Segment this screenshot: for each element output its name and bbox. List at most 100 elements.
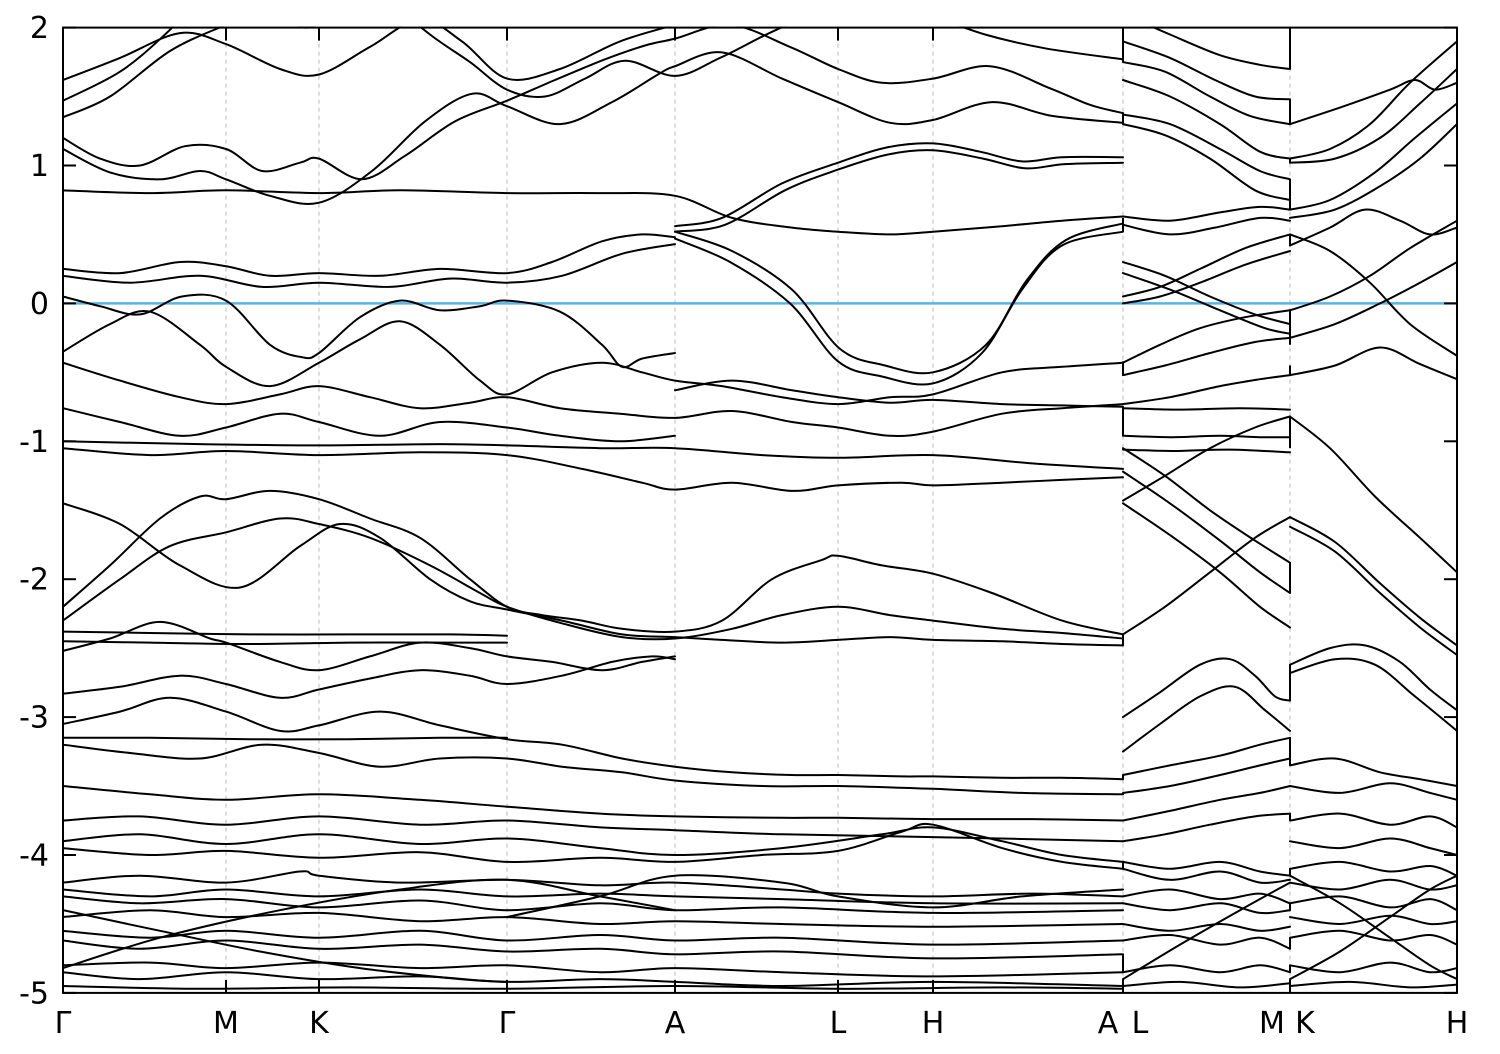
energy-band bbox=[62, 895, 1124, 914]
energy-band bbox=[62, 878, 676, 970]
energy-band bbox=[1289, 516, 1458, 647]
energy-band bbox=[1289, 812, 1458, 829]
energy-band bbox=[1289, 79, 1458, 126]
x-axis-label: H bbox=[1446, 1006, 1469, 1041]
energy-band bbox=[1122, 407, 1291, 411]
energy-band bbox=[62, 630, 508, 637]
energy-band bbox=[62, 189, 1124, 236]
x-axis-label: H bbox=[922, 1006, 945, 1041]
y-tick-label: -5 bbox=[19, 976, 49, 1011]
x-axis-label: K bbox=[309, 1006, 330, 1041]
energy-band bbox=[1289, 874, 1458, 981]
energy-band bbox=[1289, 929, 1458, 946]
energy-band bbox=[1289, 102, 1458, 211]
energy-band bbox=[1122, 516, 1291, 636]
energy-band bbox=[1122, 216, 1291, 236]
energy-band bbox=[62, 26, 673, 82]
x-axis-label: M bbox=[1259, 1006, 1285, 1041]
energy-band bbox=[1289, 657, 1458, 732]
energy-band bbox=[1122, 250, 1291, 305]
energy-band bbox=[1122, 374, 1291, 406]
energy-band bbox=[1122, 61, 1291, 126]
energy-band bbox=[62, 971, 1124, 987]
energy-band bbox=[1289, 961, 1458, 974]
y-tick-label: -1 bbox=[19, 425, 49, 460]
energy-band bbox=[674, 149, 1124, 233]
energy-band bbox=[1289, 123, 1458, 219]
energy-band bbox=[1122, 233, 1291, 298]
energy-band bbox=[1289, 782, 1458, 801]
energy-band bbox=[1289, 68, 1458, 164]
energy-band bbox=[62, 929, 1124, 946]
energy-band bbox=[1122, 881, 1291, 981]
energy-band bbox=[418, 26, 1124, 99]
energy-band bbox=[1122, 40, 1291, 101]
x-axis-label: L bbox=[830, 1006, 847, 1041]
energy-band bbox=[62, 822, 1124, 870]
energy-band bbox=[62, 447, 1124, 492]
x-axis-label: M bbox=[213, 1006, 239, 1041]
energy-band bbox=[1122, 922, 1291, 932]
energy-band bbox=[62, 26, 175, 102]
energy-band bbox=[62, 243, 676, 289]
energy-band bbox=[674, 379, 1124, 408]
energy-band bbox=[674, 142, 1124, 228]
energy-band bbox=[62, 293, 676, 369]
energy-band bbox=[1122, 261, 1291, 326]
energy-band bbox=[1122, 205, 1291, 222]
energy-band bbox=[62, 502, 1124, 647]
energy-band bbox=[62, 407, 676, 443]
energy-band bbox=[1289, 219, 1458, 312]
energy-band bbox=[1122, 933, 1291, 950]
energy-band bbox=[62, 26, 1124, 181]
energy-band bbox=[1122, 434, 1291, 439]
energy-band bbox=[1122, 123, 1291, 201]
energy-band bbox=[1289, 860, 1458, 877]
energy-band bbox=[674, 230, 1124, 386]
energy-band bbox=[1289, 233, 1458, 357]
energy-band bbox=[62, 736, 508, 741]
energy-band bbox=[1289, 757, 1458, 787]
x-axis-label: A bbox=[1098, 1006, 1119, 1041]
energy-band bbox=[62, 939, 1124, 960]
energy-band bbox=[1289, 346, 1458, 381]
energy-band bbox=[1122, 888, 1291, 905]
energy-band bbox=[1122, 657, 1291, 719]
plot-border bbox=[62, 26, 1458, 994]
energy-band bbox=[62, 51, 1124, 205]
energy-band bbox=[1122, 980, 1291, 989]
energy-band bbox=[62, 361, 1124, 437]
energy-band bbox=[1122, 448, 1291, 454]
energy-band bbox=[1289, 415, 1458, 574]
energy-band bbox=[62, 909, 1124, 928]
y-tick-label: 1 bbox=[30, 149, 49, 184]
energy-band bbox=[1289, 261, 1458, 339]
y-tick-label: -2 bbox=[19, 563, 49, 598]
energy-band bbox=[62, 961, 1124, 978]
energy-band bbox=[62, 785, 1124, 822]
energy-band bbox=[62, 440, 1124, 470]
energy-band bbox=[62, 985, 1124, 990]
energy-band bbox=[1289, 980, 1458, 989]
energy-band bbox=[1122, 447, 1291, 564]
energy-band bbox=[1122, 867, 1291, 884]
x-axis-label: K bbox=[1295, 1006, 1316, 1041]
energy-band bbox=[1122, 757, 1291, 794]
energy-band bbox=[1289, 40, 1458, 160]
energy-band bbox=[1122, 964, 1291, 974]
energy-band bbox=[1122, 685, 1291, 753]
y-tick-label: -3 bbox=[19, 701, 49, 736]
energy-band bbox=[62, 233, 676, 278]
energy-band bbox=[62, 26, 317, 119]
x-axis-label: A bbox=[665, 1006, 686, 1041]
x-axis-label: Γ bbox=[499, 1006, 516, 1041]
energy-band bbox=[62, 309, 1124, 406]
y-tick-label: -4 bbox=[19, 839, 49, 874]
x-axis-label: L bbox=[1132, 1006, 1149, 1041]
energy-band bbox=[1122, 272, 1291, 335]
energy-band bbox=[1122, 812, 1291, 843]
energy-band bbox=[62, 870, 1124, 898]
y-tick-label: 0 bbox=[30, 287, 49, 322]
